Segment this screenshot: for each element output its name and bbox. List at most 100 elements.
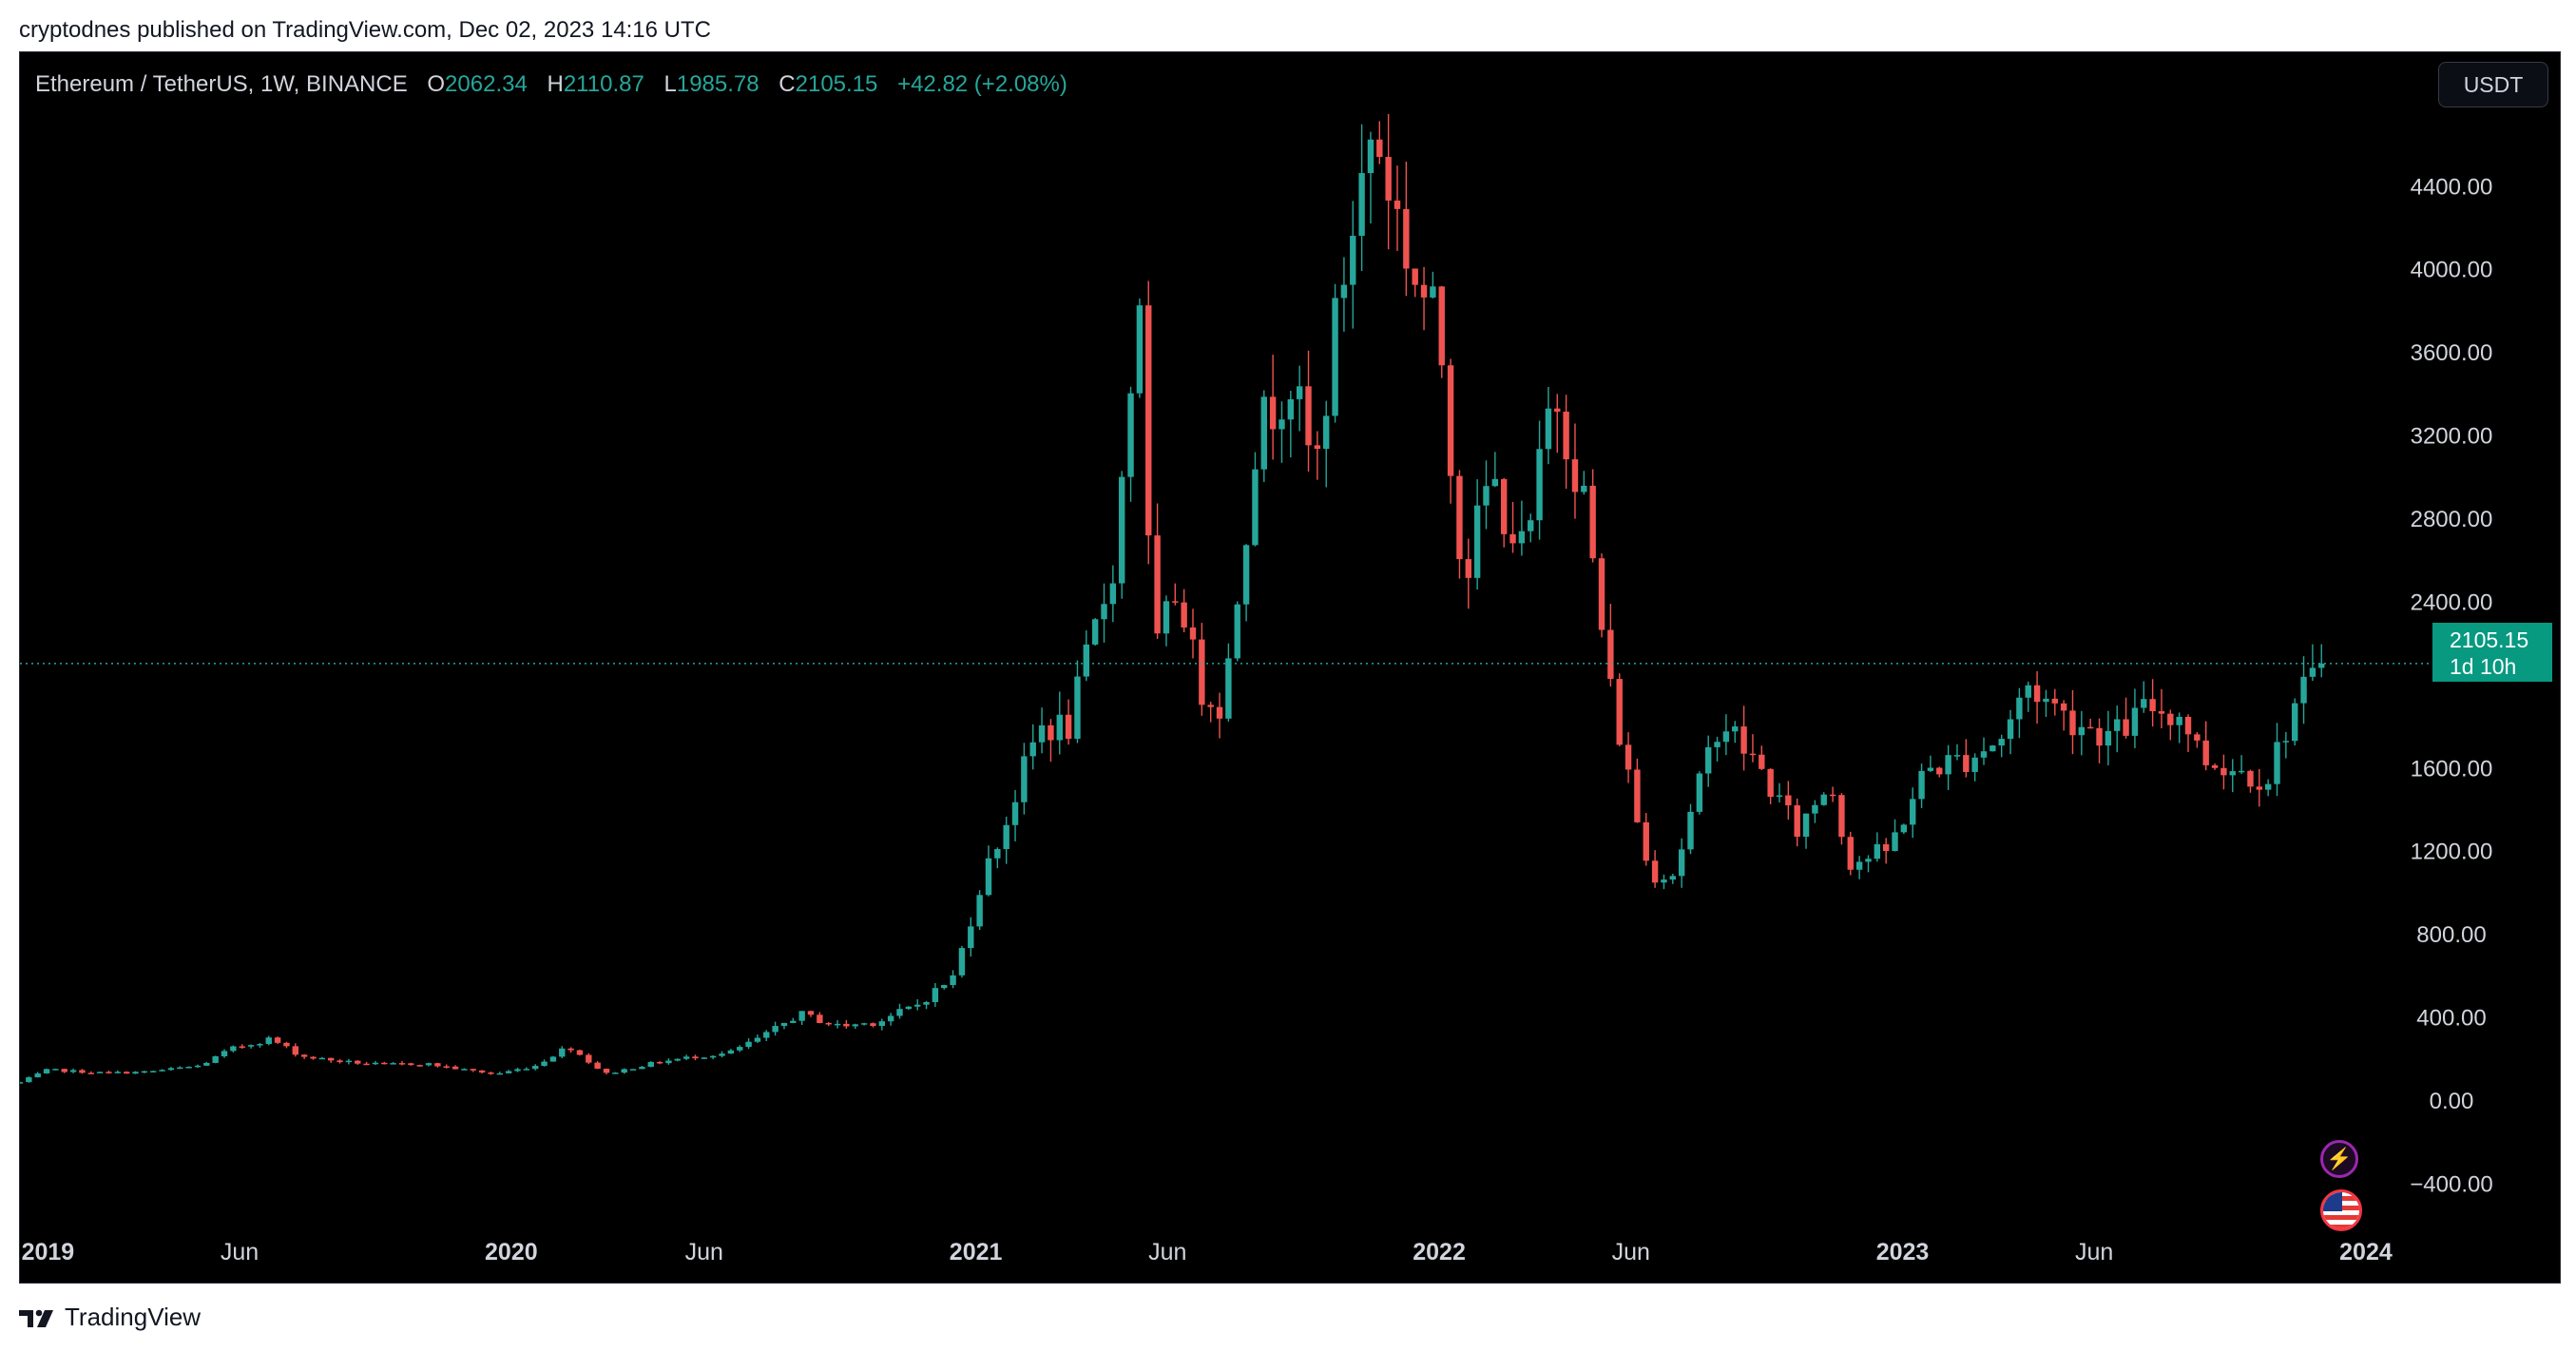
candle-body — [1589, 485, 1596, 559]
candle-body — [381, 1062, 388, 1065]
candle-body — [2043, 698, 2049, 703]
candle-body — [274, 1037, 281, 1043]
candle-body — [461, 1069, 468, 1071]
candle-body — [1785, 795, 1792, 806]
candle-body — [1038, 724, 1046, 743]
candle-body — [1528, 520, 1534, 531]
candle-body — [1367, 139, 1375, 174]
candle-body — [1732, 726, 1739, 732]
candle-body — [2123, 719, 2129, 736]
candle-body — [2033, 685, 2041, 703]
candle-body — [576, 1050, 584, 1055]
candle-body — [1740, 726, 1747, 754]
candle-body — [2086, 726, 2094, 729]
us-flag-icon[interactable] — [2320, 1189, 2362, 1231]
candle-body — [1029, 742, 1036, 757]
candle-body — [798, 1011, 805, 1021]
candle-body — [1829, 794, 1836, 797]
time-axis: 2019 Jun 2020 Jun 2021 Jun 2022 Jun 2023 Jun 2024 — [22, 1239, 2393, 1265]
candle-body — [1438, 286, 1445, 366]
candle-body — [976, 895, 983, 927]
candle-body — [194, 1065, 202, 1068]
candle-body — [870, 1023, 876, 1027]
currency-button[interactable]: USDT — [2438, 62, 2548, 107]
candle-body — [603, 1069, 610, 1073]
candle-body — [478, 1070, 486, 1073]
candle-body — [1350, 236, 1356, 285]
candle-body — [1189, 627, 1197, 640]
candle-body — [860, 1023, 868, 1025]
symbol-legend[interactable]: Ethereum / TetherUS, 1W, BINANCE O2062.3… — [35, 71, 1067, 98]
candle-body — [283, 1042, 290, 1047]
candle-body — [514, 1069, 521, 1072]
candle-body — [2291, 703, 2298, 742]
candle-body — [941, 985, 948, 989]
candle-body — [1340, 284, 1348, 299]
y-tick-label: 1200.00 — [2411, 840, 2493, 865]
y-tick-label: −400.00 — [2410, 1171, 2492, 1197]
y-tick-label: 800.00 — [2416, 922, 2486, 948]
candle-body — [692, 1056, 699, 1059]
candle-body — [1536, 449, 1543, 521]
candle-body — [1242, 545, 1250, 605]
candle-body — [2300, 676, 2307, 704]
price-chart[interactable]: 4400.00 4000.00 3600.00 3200.00 2800.00 2400.… — [20, 52, 2560, 1283]
candle-body — [2264, 783, 2272, 790]
candle-body — [621, 1069, 627, 1073]
candle-body — [310, 1056, 317, 1059]
candle-body — [1634, 769, 1641, 822]
candle-body — [1083, 644, 1090, 677]
candle-body — [2318, 663, 2325, 668]
candle-body — [745, 1041, 752, 1048]
tradingview-brand[interactable]: TradingView — [19, 1303, 201, 1332]
candle-body — [425, 1063, 433, 1066]
candle-body — [2114, 719, 2121, 731]
candle-body — [1127, 393, 1134, 477]
candle-body — [1420, 284, 1428, 298]
high-label: H — [547, 71, 564, 97]
candle-body — [2025, 685, 2031, 698]
candle-body — [968, 926, 974, 949]
candle-body — [1065, 714, 1072, 740]
candle-body — [1820, 794, 1827, 805]
x-tick-label: 2020 — [485, 1239, 538, 1265]
candle-body — [2167, 713, 2174, 725]
x-tick-label: Jun — [1148, 1239, 1186, 1265]
symbol-label[interactable]: Ethereum / TetherUS, 1W, BINANCE — [35, 71, 408, 97]
candle-body — [177, 1067, 183, 1070]
chart-panel[interactable]: 4400.00 4000.00 3600.00 3200.00 2800.00 2400.… — [19, 51, 2561, 1284]
candle-body — [727, 1050, 735, 1054]
lightning-icon[interactable]: ⚡ — [2320, 1140, 2358, 1178]
candle-body — [1518, 531, 1526, 544]
candle-body — [1394, 200, 1401, 209]
candle-body — [2184, 716, 2192, 735]
candle-body — [2211, 764, 2219, 768]
candle-body — [1119, 476, 1125, 584]
candle-body — [1598, 558, 1605, 630]
candle-body — [1624, 744, 1632, 770]
candle-body — [1643, 821, 1649, 861]
candle-body — [817, 1014, 823, 1023]
candle-body — [2176, 716, 2182, 725]
tradingview-logo-icon — [19, 1309, 53, 1327]
candle-body — [887, 1015, 894, 1022]
candle-body — [958, 948, 966, 975]
candle-body — [1953, 755, 1961, 757]
candle-body — [20, 1082, 24, 1084]
candle-body — [1074, 676, 1081, 740]
candle-body — [150, 1071, 157, 1072]
candle-body — [1847, 837, 1854, 870]
candle-body — [247, 1045, 255, 1047]
y-tick-label: 3200.00 — [2411, 424, 2493, 450]
candle-body — [1048, 724, 1054, 741]
candle-body — [1651, 860, 1659, 883]
candle-body — [1874, 843, 1881, 859]
candle-body — [896, 1009, 903, 1016]
candle-body — [709, 1055, 717, 1058]
candle-body — [1234, 604, 1240, 659]
candle-body — [790, 1020, 797, 1023]
candle-body — [1199, 639, 1205, 705]
candle-body — [443, 1066, 450, 1068]
candle-body — [106, 1072, 112, 1073]
candle-body — [1936, 767, 1943, 775]
